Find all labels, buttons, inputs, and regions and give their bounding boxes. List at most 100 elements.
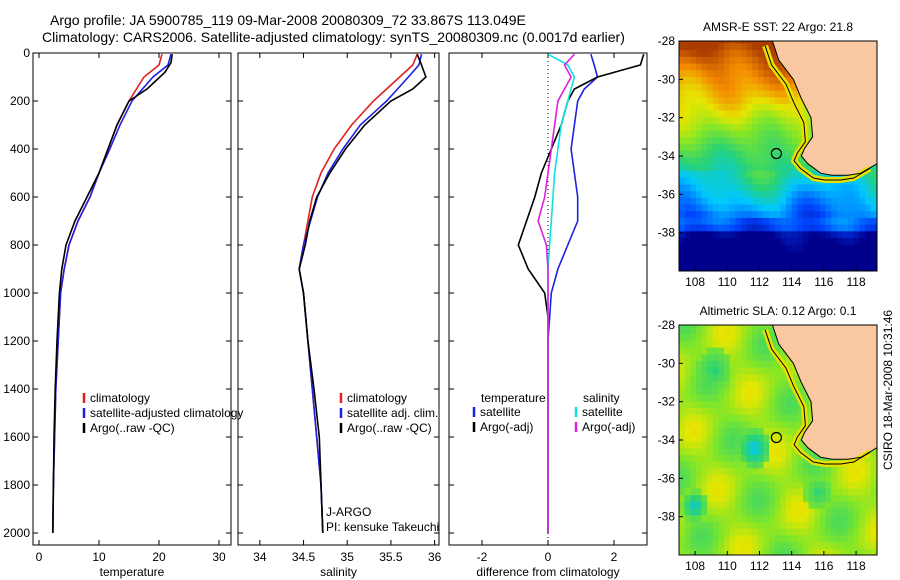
map-cell	[729, 224, 736, 232]
map-cell	[774, 224, 781, 232]
map-cell	[701, 264, 708, 271]
map-cell	[729, 143, 736, 151]
map-cell	[679, 400, 686, 408]
map-cell	[808, 257, 815, 265]
map-cell	[780, 264, 787, 271]
map-cell	[864, 203, 872, 212]
map-cell	[712, 461, 719, 469]
map-cell	[848, 264, 855, 271]
map-cell	[825, 217, 832, 225]
map-cell	[853, 237, 860, 245]
map-cell	[774, 237, 781, 245]
map-cell	[735, 203, 742, 212]
map-cell	[774, 514, 781, 522]
map-cell	[848, 541, 855, 549]
map-cell	[724, 508, 731, 516]
map-cell	[707, 116, 714, 124]
map-cell	[769, 360, 776, 368]
map-cell	[746, 170, 753, 178]
map-cell	[803, 230, 810, 238]
map-cell	[842, 183, 849, 192]
map-cell	[701, 76, 708, 84]
map-cell	[712, 394, 719, 402]
map-cell	[735, 49, 742, 57]
map-cell	[774, 394, 781, 402]
map-cell	[707, 157, 714, 165]
map-cell	[819, 501, 827, 509]
map-cell	[864, 487, 872, 496]
map-cell	[701, 130, 708, 138]
map-cell	[741, 230, 748, 238]
map-cell	[690, 49, 697, 57]
map-cell	[712, 96, 719, 104]
y-tick-label: -34	[658, 433, 676, 447]
map-cell	[707, 41, 714, 44]
map-cell	[769, 96, 776, 104]
map-cell	[718, 326, 725, 335]
map-cell	[769, 387, 776, 395]
map-cell	[701, 414, 708, 422]
map-cell	[690, 380, 697, 388]
map-cell	[780, 177, 787, 185]
map-cell	[718, 150, 725, 158]
map-cell	[679, 83, 686, 91]
map-cell	[786, 96, 793, 104]
map-cell	[712, 360, 719, 368]
map-cell	[870, 541, 877, 549]
map-cell	[780, 541, 787, 549]
map-cell	[735, 217, 742, 225]
map-cell	[746, 414, 753, 422]
map-cell	[786, 447, 793, 455]
map-cell	[718, 230, 725, 238]
map-cell	[831, 230, 838, 238]
map-cell	[735, 210, 742, 218]
coastline	[771, 325, 877, 460]
series-line-2	[52, 53, 172, 534]
map-cell	[690, 123, 697, 131]
map-cell	[735, 501, 742, 509]
y-tick-label: 1800	[3, 478, 30, 492]
map-cell	[786, 360, 793, 368]
map-cell	[701, 83, 708, 91]
map-cell	[803, 163, 810, 171]
map-cell	[819, 244, 827, 252]
map-cell	[746, 434, 753, 442]
map-cell	[695, 177, 703, 185]
map-cell	[701, 474, 708, 482]
map-cell	[712, 123, 719, 131]
map-cell	[679, 89, 686, 98]
map-cell	[757, 264, 765, 271]
map-cell	[684, 474, 691, 482]
map-cell	[757, 528, 765, 536]
map-cell	[752, 454, 759, 462]
map-cell	[695, 548, 703, 555]
map-cell	[684, 230, 691, 238]
map-cell	[791, 197, 798, 205]
map-cell	[718, 534, 725, 543]
map-cell	[729, 447, 736, 455]
map-cell	[853, 197, 860, 205]
map-cell	[718, 157, 725, 165]
map-cell	[769, 447, 776, 455]
map-cell	[757, 427, 765, 435]
map-cell	[701, 461, 708, 469]
map-cell	[718, 116, 725, 124]
map-cell	[690, 541, 697, 549]
map-cell	[780, 96, 787, 104]
map-cell	[729, 123, 736, 131]
map-cell	[690, 63, 697, 71]
map-cell	[803, 501, 810, 509]
map-cell	[864, 541, 872, 549]
map-cell	[712, 474, 719, 482]
map-cell	[752, 353, 759, 361]
map-cell	[724, 501, 731, 509]
map-cell	[853, 190, 860, 198]
map-cell	[695, 528, 703, 536]
map-cell	[752, 56, 759, 64]
x-tick-label: 118	[847, 275, 866, 289]
map-cell	[848, 467, 855, 476]
map-cell	[752, 373, 759, 382]
map-cell	[774, 501, 781, 509]
map-cell	[757, 170, 765, 178]
